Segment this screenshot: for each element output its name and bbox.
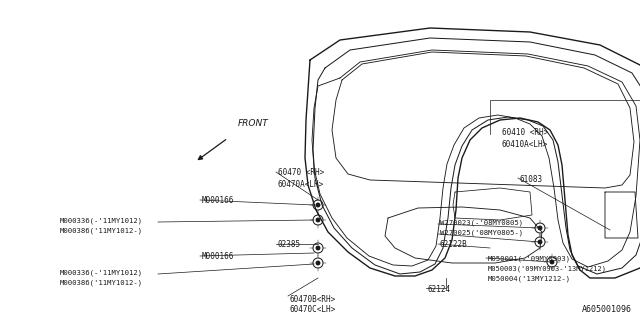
Text: 60470C<LH>: 60470C<LH> [290,305,336,314]
Circle shape [538,240,541,244]
Text: M050004('13MY1212-): M050004('13MY1212-) [488,275,571,282]
Text: A605001096: A605001096 [582,305,632,314]
Text: 60470A<LH>: 60470A<LH> [278,180,324,189]
Text: M000386('11MY1012-): M000386('11MY1012-) [60,280,143,286]
Text: 62122B: 62122B [440,240,468,249]
Circle shape [316,246,320,250]
Text: 60470B<RH>: 60470B<RH> [290,295,336,304]
Text: 02385: 02385 [278,240,301,249]
Text: FRONT: FRONT [238,119,269,128]
Circle shape [316,218,320,222]
Text: M050001(-'09MY0903): M050001(-'09MY0903) [488,255,571,261]
Circle shape [550,260,554,264]
Text: 60410A<LH>: 60410A<LH> [502,140,548,149]
Text: 60410 <RH>: 60410 <RH> [502,128,548,137]
Text: M000166: M000166 [202,196,234,205]
Text: M000336(-'11MY1012): M000336(-'11MY1012) [60,218,143,225]
Text: 62124: 62124 [428,285,451,294]
Text: M050003('09MY0903-'13MY1212): M050003('09MY0903-'13MY1212) [488,265,607,271]
Text: M000336(-'11MY1012): M000336(-'11MY1012) [60,270,143,276]
Text: W270025('08MY0805-): W270025('08MY0805-) [440,230,523,236]
Circle shape [316,203,320,207]
Text: W270023(-'08MY0805): W270023(-'08MY0805) [440,220,523,227]
Text: M000166: M000166 [202,252,234,261]
Text: M000386('11MY1012-): M000386('11MY1012-) [60,228,143,235]
Circle shape [316,261,320,265]
Text: 60470 <RH>: 60470 <RH> [278,168,324,177]
Text: 61083: 61083 [520,175,543,184]
Circle shape [538,226,541,230]
